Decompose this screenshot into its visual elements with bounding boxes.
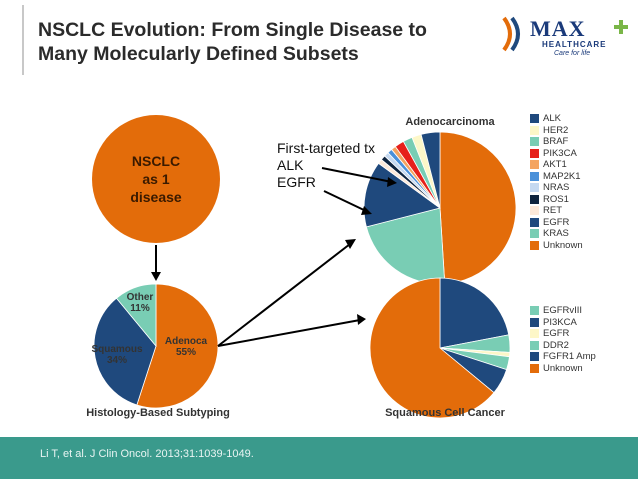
squamous-legend-label: EGFR [543,328,570,339]
squamous-legend-swatch [530,329,539,339]
slide-title: NSCLC Evolution: From Single Disease to … [38,19,427,65]
nsclc-circle [92,115,220,243]
title-rule [22,5,24,75]
adeno-legend-swatch [530,206,539,216]
squamous-legend-item: DDR2 [530,340,596,352]
squamous-pie [369,277,511,419]
squamous-legend-label: PI3KCA [543,316,577,328]
adeno-legend-swatch [530,217,539,227]
histology-label-squamous: Squamous 34% [91,344,143,366]
squamous-legend-swatch [530,340,539,350]
squamous-legend-item: Unknown [530,363,596,375]
adeno-legend-swatch [530,137,539,147]
adeno-legend-label: AKT1 [543,159,567,170]
arrow-to-squamous [217,319,361,347]
adeno-legend-item: BRAF [530,136,583,148]
adeno-legend-label: RET [543,205,562,216]
adeno-legend-label: EGFR [543,216,570,228]
logo-cross-icon [614,20,628,34]
footer-citation: Li T, et al. J Clin Oncol. 2013;31:1039-… [40,448,254,460]
adeno-legend-item: AKT1 [530,159,583,171]
squamous-legend-item: EGFR [530,328,596,340]
max-healthcare-logo: MAX HEALTHCARE Care for life [496,10,634,68]
adeno-legend-swatch [530,125,539,135]
adeno-legend-label: BRAF [543,136,569,147]
adeno-legend-swatch [530,240,539,250]
adeno-legend-label: ALK [543,113,561,124]
adeno-legend-item: Unknown [530,240,583,252]
adeno-legend-swatch [530,171,539,181]
squamous-legend-item: FGFR1 Amp [530,351,596,363]
footer-bar: Li T, et al. J Clin Oncol. 2013;31:1039-… [0,437,638,479]
histology-label-other: Other 11% [126,292,154,314]
adeno-legend-item: EGFR [530,217,583,229]
adeno-legend-label: KRAS [543,228,569,239]
adenocarcinoma-pie [363,131,517,285]
adeno-legend-swatch [530,114,539,124]
egfr-arrow [323,190,367,212]
diagram-canvas [92,115,517,419]
down-arrow-head [151,272,161,281]
squamous-legend-item: EGFRvIII [530,305,596,317]
histology-caption: Histology-Based Subtyping [86,407,230,419]
squamous-legend-label: DDR2 [543,339,569,351]
adeno-legend-swatch [530,160,539,170]
adeno-legend-swatch [530,183,539,193]
adeno-legend-label: NRAS [543,182,570,193]
adeno-legend-item: NRAS [530,182,583,194]
adeno-legend-item: ROS1 [530,194,583,206]
adeno-legend-item: ALK [530,113,583,125]
squamous-legend-label: EGFRvIII [543,305,583,316]
squamous-legend-label: FGFR1 Amp [543,351,596,362]
histology-slice-other [115,283,157,348]
squamous-legend-swatch [530,306,539,316]
adeno-legend-label: PIK3CA [543,147,577,159]
adeno-legend: ALK HER2 BRAF PIK3CA AKT1 MAP2K1 NRAS ROS1 RET EG… [530,113,583,251]
squamous-title: Squamous Cell Cancer [385,407,505,419]
adeno-slice-unknown [439,131,517,285]
arrow-to-adeno [217,243,351,347]
adeno-legend-swatch [530,194,539,204]
histology-slice-squamous [93,297,157,406]
histology-label-adenoca: Adenoca 55% [164,336,208,358]
nsclc-label: NSCLC as 1 disease [130,153,182,205]
egfr-arrow-head [361,206,372,215]
arrow-to-adeno-head [345,239,356,249]
adeno-legend-label: Unknown [543,239,583,251]
logo-word: MAX [530,16,586,41]
squamous-legend: EGFRvIII PI3KCA EGFR DDR2 FGFR1 Amp Unknown [530,305,596,374]
histology-pie [93,283,219,409]
arrow-to-squamous-head [357,314,366,325]
logo-tagline: Care for life [554,50,591,57]
adeno-legend-label: HER2 [543,124,569,136]
squamous-slice-fgfr1-amp [439,277,510,349]
adeno-title: Adenocarcinoma [405,116,495,128]
logo-mark-icon [502,16,520,52]
squamous-legend-item: PI3KCA [530,317,596,329]
alk-arrow [321,167,393,183]
adeno-slice-alk [420,131,441,209]
squamous-legend-swatch [530,352,539,362]
squamous-legend-swatch [530,363,539,373]
squamous-legend-label: Unknown [543,362,583,374]
squamous-legend-swatch [530,317,539,327]
adeno-legend-swatch [530,148,539,158]
adeno-legend-item: RET [530,205,583,217]
squamous-slice-unknown [369,277,495,419]
adeno-legend-swatch [530,229,539,239]
logo-subtitle: HEALTHCARE [542,40,607,49]
adeno-legend-item: HER2 [530,125,583,137]
adeno-legend-item: PIK3CA [530,148,583,160]
adeno-legend-label: MAP2K1 [543,170,581,182]
adeno-legend-item: MAP2K1 [530,171,583,183]
histology-slice-adenoca [136,283,219,409]
targeted-annotation: First-targeted tx ALK EGFR [277,140,376,190]
alk-arrow-head [387,177,397,187]
adeno-legend-label: ROS1 [543,193,569,205]
adeno-legend-item: KRAS [530,228,583,240]
